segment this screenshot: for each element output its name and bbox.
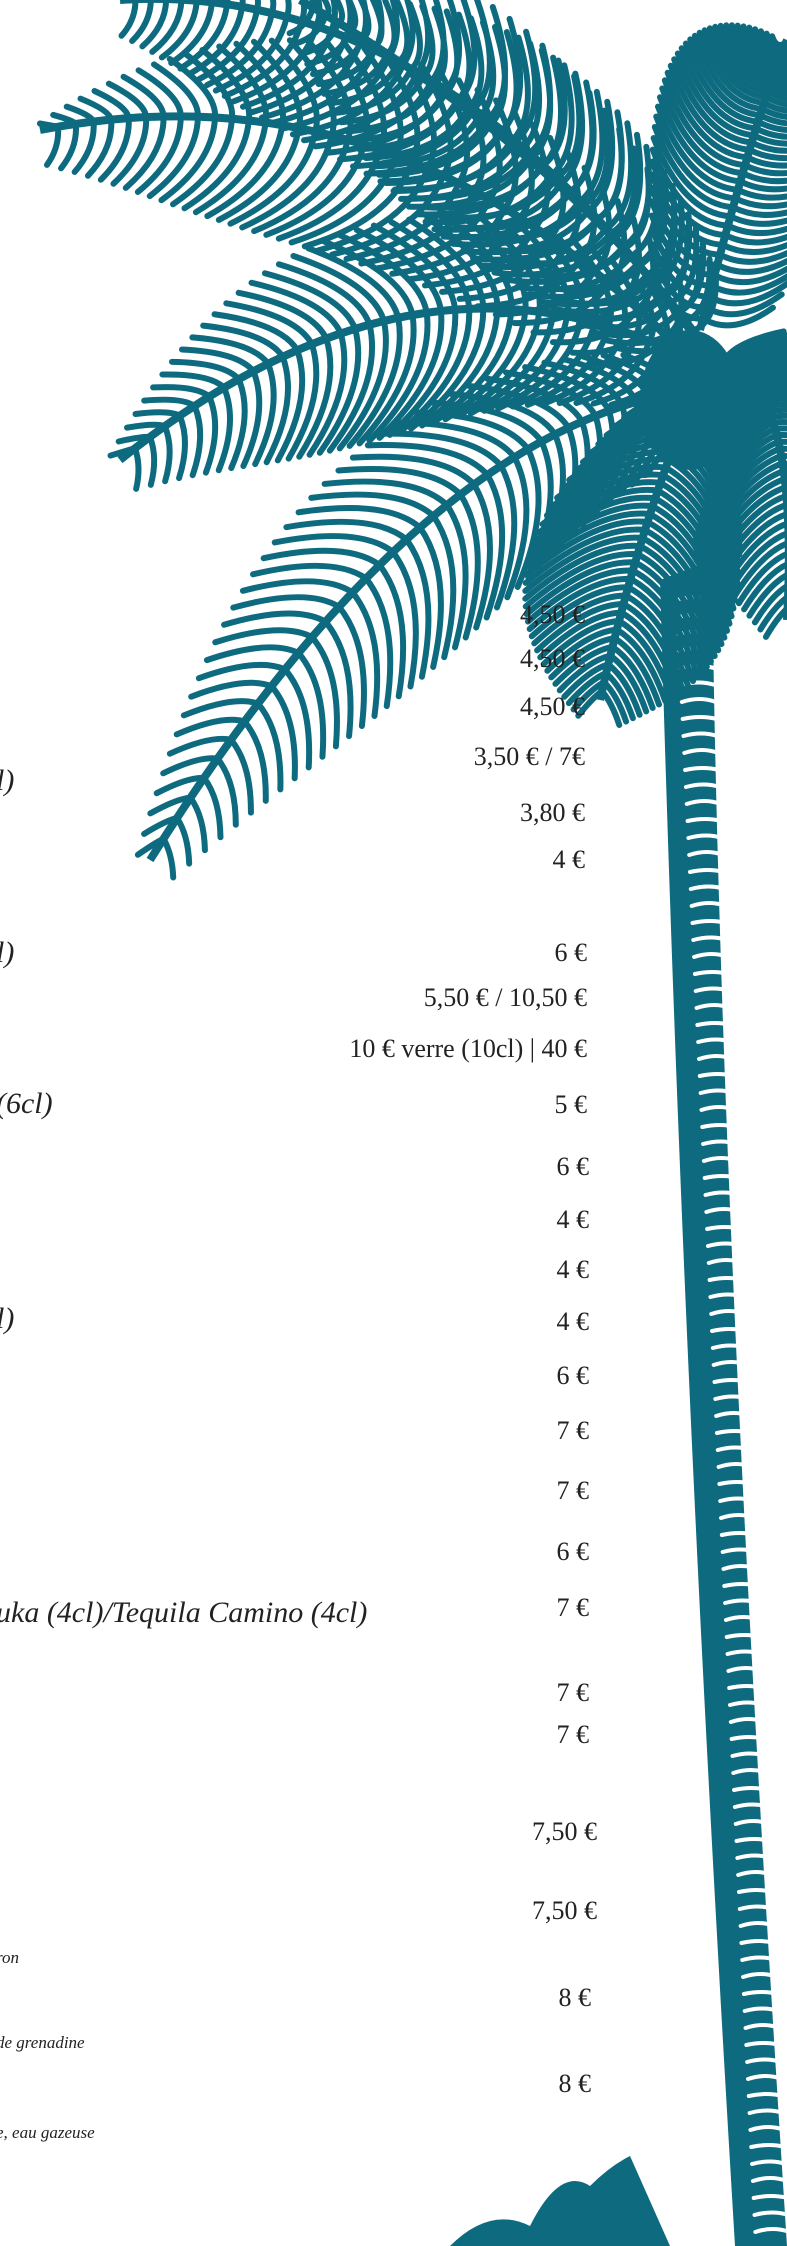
frond-leaflet xyxy=(219,388,230,471)
trunk-band xyxy=(683,717,717,719)
price: 7 € xyxy=(557,1416,590,1446)
price: 4,50 € xyxy=(520,600,585,630)
trunk-band xyxy=(741,1941,775,1943)
frond-leaflet xyxy=(243,581,353,592)
trunk-band xyxy=(697,1023,731,1025)
item-name-fragment: (6cl) xyxy=(0,1087,53,1121)
frond-leaflet xyxy=(165,426,170,481)
trunk-band xyxy=(729,1686,763,1688)
trunk-band xyxy=(712,1329,746,1331)
frond-leaflet xyxy=(61,124,76,168)
frond-leaflet xyxy=(144,400,194,406)
palm-tree-illustration xyxy=(0,0,787,2246)
trunk-band xyxy=(739,1890,773,1892)
frond-leaflet xyxy=(153,387,209,396)
frond-leaflet xyxy=(179,416,185,478)
frond-leaflet xyxy=(164,839,174,878)
trunk-band xyxy=(717,1431,751,1433)
price: 4 € xyxy=(553,845,586,875)
frond-leaflet xyxy=(47,127,58,165)
price: 7 € xyxy=(557,1678,590,1708)
price: 8 € xyxy=(559,1983,592,2013)
trunk-band xyxy=(744,1992,778,1994)
trunk-band xyxy=(737,1839,771,1841)
price: 7,50 € xyxy=(532,1817,597,1847)
trunk-band xyxy=(754,2196,787,2198)
trunk-band xyxy=(700,1074,734,1076)
item-name-fragment: l) xyxy=(0,1302,14,1336)
frond-leaflet xyxy=(150,437,154,485)
item-name-fragment: ron xyxy=(0,1948,19,1968)
price: 7 € xyxy=(557,1593,590,1623)
trunk-band xyxy=(705,1176,739,1178)
trunk-band xyxy=(749,2094,783,2096)
frond-leaflet xyxy=(253,566,366,579)
item-name-fragment: e, eau gazeuse xyxy=(0,2123,95,2143)
trunk-band xyxy=(702,1125,736,1127)
item-name-fragment: l) xyxy=(0,936,14,970)
frond-leaflet xyxy=(204,778,220,837)
price: 6 € xyxy=(557,1537,590,1567)
price: 4 € xyxy=(557,1205,590,1235)
item-name-fragment: l) xyxy=(0,764,14,798)
price: 6 € xyxy=(555,938,588,968)
trunk-band xyxy=(715,1380,749,1382)
price: 6 € xyxy=(557,1361,590,1391)
trunk-band xyxy=(710,1278,744,1280)
price: 4,50 € xyxy=(520,692,585,722)
trunk-band xyxy=(690,870,724,872)
frond-leaflet xyxy=(207,647,299,660)
price: 4 € xyxy=(557,1307,590,1337)
frond-leaflet xyxy=(127,425,165,428)
item-name-fragment: uka (4cl)/Tequila Camino (4cl) xyxy=(0,1596,367,1630)
trunk-band xyxy=(685,768,719,770)
price: 5 € xyxy=(555,1090,588,1120)
frond-leaflet xyxy=(264,551,380,565)
trunk-band xyxy=(722,1533,756,1535)
trunk-band xyxy=(707,1227,741,1229)
trunk-band xyxy=(695,972,729,974)
price: 7 € xyxy=(557,1476,590,1506)
frond-leaflet xyxy=(135,412,179,416)
price: 3,80 € xyxy=(520,798,585,828)
frond-leaflet xyxy=(224,613,325,624)
frond-leaflet xyxy=(206,397,215,473)
frond-leaflet xyxy=(239,293,327,339)
frond-leaflet xyxy=(191,683,271,697)
price: 7,50 € xyxy=(532,1896,597,1926)
trunk-band xyxy=(746,2043,780,2045)
price: 4 € xyxy=(557,1255,590,1285)
frond-leaflet xyxy=(191,798,205,850)
trunk-band xyxy=(732,1737,766,1739)
trunk-band xyxy=(724,1584,758,1586)
trunk-band xyxy=(734,1788,768,1790)
menu-page: 4,50 € 4,50 € 4,50 € 3,50 € / 7€ 3,80 € 4 € 6 … xyxy=(0,0,787,2246)
price: 3,50 € / 7€ xyxy=(474,742,585,772)
trunk-band xyxy=(688,819,722,821)
frond-leaflet xyxy=(199,665,285,678)
frond-leaflet xyxy=(233,597,339,607)
frond-leaflet xyxy=(420,528,441,667)
palm-crown xyxy=(640,330,740,470)
trunk-band xyxy=(692,921,726,923)
frond-leaflet xyxy=(215,630,312,642)
price: 7 € xyxy=(557,1720,590,1750)
frond-leaflet xyxy=(311,495,433,516)
frond-leaflet xyxy=(193,406,200,475)
trunk-band xyxy=(751,2145,785,2147)
frond-leaflet xyxy=(135,448,139,489)
grass xyxy=(450,2156,670,2246)
trunk-band xyxy=(727,1635,761,1637)
price: 6 € xyxy=(557,1152,590,1182)
price: 4,50 € xyxy=(520,644,585,674)
item-name-fragment: de grenadine xyxy=(0,2033,85,2053)
frond-leaflet xyxy=(122,0,136,36)
frond-leaflet xyxy=(177,818,189,864)
trunk-band xyxy=(719,1482,753,1484)
frond-leaflet xyxy=(150,117,198,196)
price: 10 € verre (10cl) | 40 € xyxy=(349,1034,587,1064)
price: 8 € xyxy=(559,2069,592,2099)
price: 5,50 € / 10,50 € xyxy=(424,983,587,1013)
frond-leaflet xyxy=(231,379,244,468)
